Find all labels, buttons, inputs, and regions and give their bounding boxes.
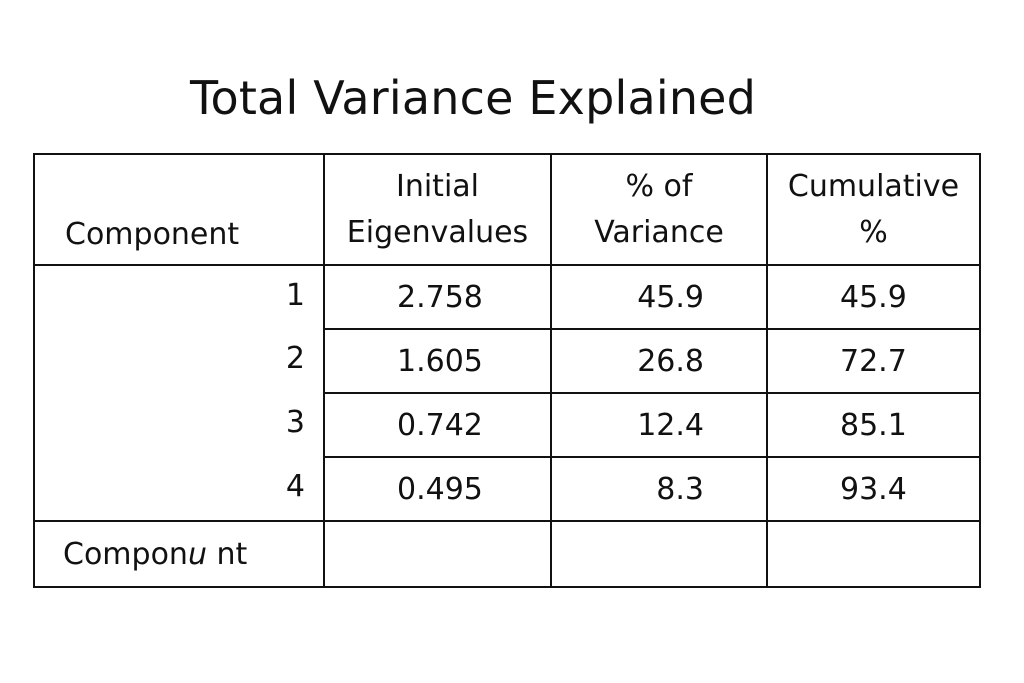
- footer-label-part2: u: [187, 536, 207, 572]
- header-eigenvalues-line2: Eigenvalues: [346, 214, 529, 250]
- eigenvalue-cell: 2.758: [323, 264, 552, 330]
- header-component: Component: [33, 153, 325, 266]
- footer-empty-cell: [550, 520, 768, 588]
- component-number: 3: [33, 393, 325, 457]
- cumulative-cell: 72.7: [766, 328, 981, 394]
- table-row: 2 1.605 26.8 72.7: [33, 328, 981, 394]
- cumulative-cell: 45.9: [766, 264, 981, 330]
- pct-variance-cell: 26.8: [550, 328, 768, 394]
- pct-variance-cell: 45.9: [550, 264, 768, 330]
- table-row: 4 0.495 8.3 93.4: [33, 456, 981, 522]
- footer-label-part1: Compon: [63, 536, 188, 572]
- table-title: Total Variance Explained: [190, 71, 757, 125]
- pct-variance-cell: 8.3: [550, 456, 768, 522]
- header-variance: % of Variance: [550, 153, 768, 266]
- footer-row: Componu nt: [33, 520, 981, 588]
- table-row: 3 0.742 12.4 85.1: [33, 392, 981, 458]
- pct-variance-cell: 12.4: [550, 392, 768, 458]
- cumulative-cell: 85.1: [766, 392, 981, 458]
- header-cumulative-line1: Cumulative: [787, 168, 960, 204]
- header-eigenvalues-line1: Initial: [395, 168, 479, 204]
- header-cumulative-line2: %: [859, 214, 888, 250]
- variance-table: Component Initial Eigenvalues % of Varia…: [33, 153, 981, 588]
- component-number: 1: [33, 264, 325, 329]
- eigenvalue-cell: 0.742: [323, 392, 552, 458]
- header-eigenvalues: Initial Eigenvalues: [323, 153, 552, 266]
- cumulative-cell: 93.4: [766, 456, 981, 522]
- eigenvalue-cell: 0.495: [323, 456, 552, 522]
- component-number: 4: [33, 457, 325, 522]
- footer-component-label: Componu nt: [33, 520, 325, 588]
- header-row: Component Initial Eigenvalues % of Varia…: [33, 153, 981, 266]
- component-number: 2: [33, 329, 325, 393]
- header-variance-line1: % of: [625, 168, 693, 204]
- footer-empty-cell: [323, 520, 552, 588]
- footer-label-part3: nt: [206, 536, 248, 572]
- header-variance-line2: Variance: [594, 214, 724, 250]
- footer-empty-cell: [766, 520, 981, 588]
- table-row: 1 2.758 45.9 45.9: [33, 264, 981, 330]
- header-cumulative: Cumulative %: [766, 153, 981, 266]
- eigenvalue-cell: 1.605: [323, 328, 552, 394]
